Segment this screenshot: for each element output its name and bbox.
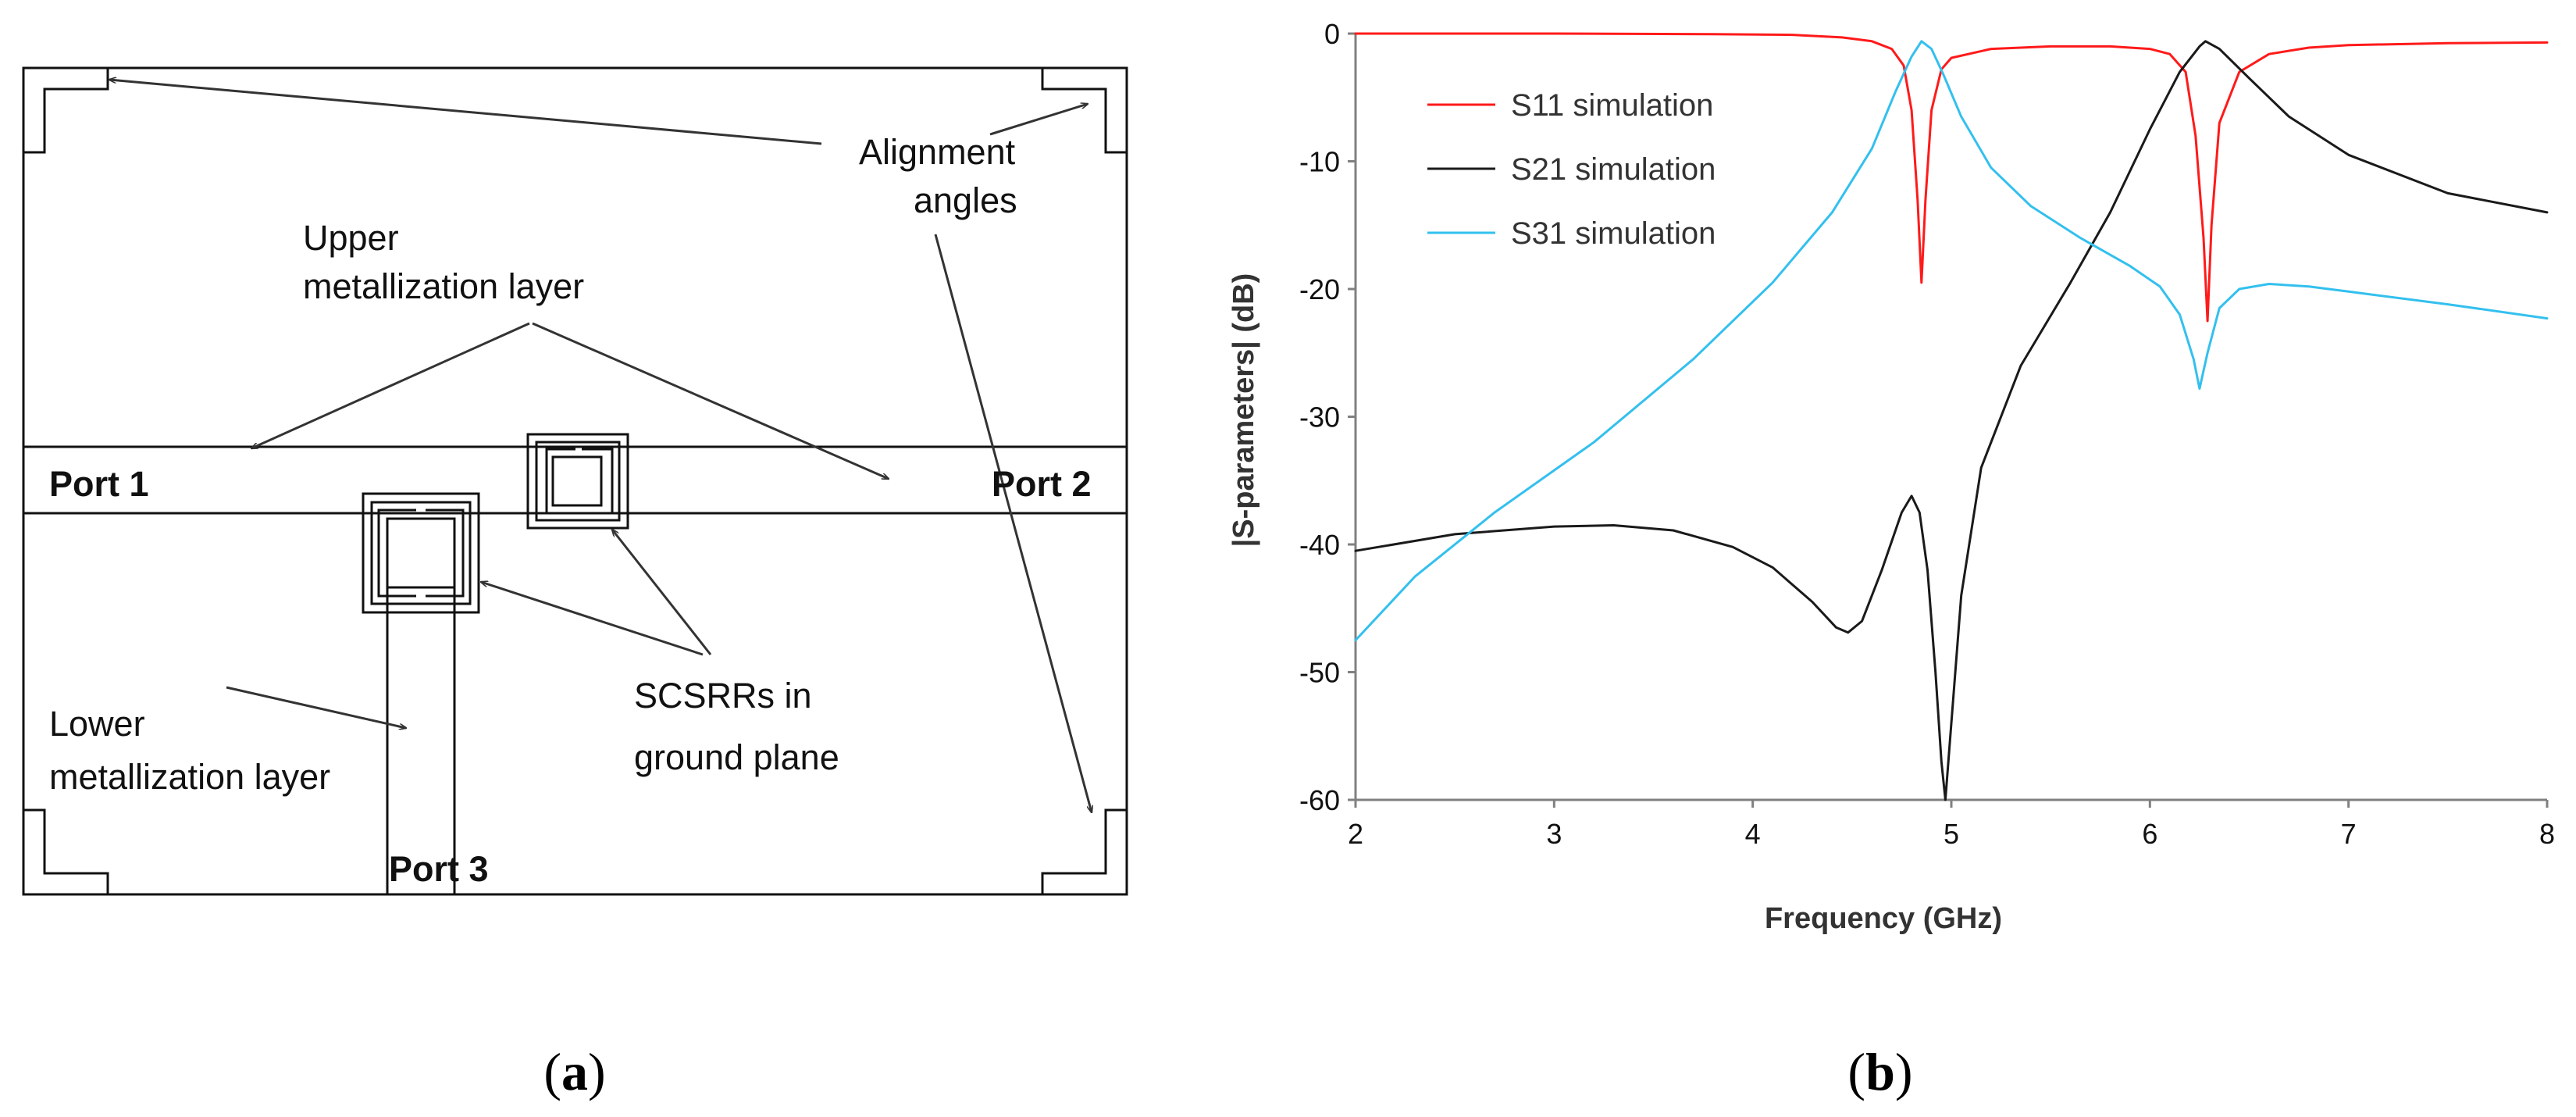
alignment-angle-bottom-left	[22, 808, 109, 896]
legend-label-s21: S21 simulation	[1511, 152, 1716, 187]
series-line-s21	[1354, 40, 2549, 801]
series-lines	[1354, 32, 2549, 801]
x-tick-label: 7	[2341, 818, 2357, 850]
alignment-angles-label-line2: angles	[914, 180, 1017, 220]
panel-a-layout-diagram: Alignment angles Upper metallization lay…	[22, 66, 1128, 1101]
y-axis-title: |S-parameters| (dB)	[1227, 273, 1260, 548]
x-axis-title: Frequency (GHz)	[1765, 902, 2002, 935]
arrow-alignment-top-left	[109, 80, 822, 145]
alignment-angle-top-left	[22, 66, 109, 154]
caption-b-close: )	[1895, 1042, 1913, 1101]
legend-label-s11: S11 simulation	[1511, 88, 1713, 123]
alignment-angle-bottom-right	[1041, 808, 1128, 896]
arrow-scsrr-lower	[481, 582, 704, 656]
legend-label-s31: S31 simulation	[1511, 216, 1716, 251]
upper-layer-label-line1: Upper	[303, 218, 399, 258]
port-3-label: Port 3	[389, 849, 489, 889]
lower-layer-label-line1: Lower	[49, 704, 145, 744]
arrow-upper-layer-right	[532, 322, 889, 480]
caption-b: (b)	[1847, 1042, 1912, 1101]
scsrr-label-line1: SCSRRs in	[634, 676, 812, 716]
caption-a-letter: a	[561, 1042, 588, 1101]
arrow-alignment-top-right	[989, 104, 1088, 136]
panel-b-chart: 0 -10 -20 -30 -40 -50 -60 2 3 4 5 6 7 8 S11 simulati…	[1227, 18, 2555, 1101]
x-tick-label: 3	[1546, 818, 1562, 850]
arrow-scsrr-upper	[612, 530, 712, 655]
caption-b-letter: b	[1865, 1042, 1895, 1101]
y-ticks: 0 -10 -20 -30 -40 -50 -60	[1299, 18, 1356, 816]
x-tick-label: 4	[1745, 818, 1761, 850]
arrow-upper-layer-left	[251, 322, 530, 450]
legend: S11 simulation S21 simulation S31 simulati…	[1427, 88, 1716, 251]
scsrr-label-line2: ground plane	[634, 737, 839, 777]
upper-layer-label-line2: metallization layer	[303, 266, 584, 306]
caption-b-open: (	[1847, 1042, 1865, 1101]
y-tick-label: -30	[1299, 401, 1340, 434]
lower-layer-label-line2: metallization layer	[49, 757, 330, 797]
x-tick-label: 6	[2142, 818, 2157, 850]
y-tick-label: -40	[1299, 529, 1340, 561]
alignment-angles-label-line1: Alignment	[859, 132, 1016, 172]
series-line-s11	[1354, 32, 2549, 323]
scsrr-resonator-upper	[526, 433, 629, 530]
substrate-outline	[22, 66, 1128, 896]
arrow-lower-layer	[226, 686, 406, 728]
series-line-s31	[1354, 40, 2549, 642]
y-tick-label: 0	[1324, 18, 1340, 50]
x-tick-label: 5	[1944, 818, 1959, 850]
y-tick-label: -60	[1299, 784, 1340, 816]
caption-a: (a)	[543, 1042, 605, 1101]
x-tick-label: 8	[2539, 818, 2555, 850]
caption-a-open: (	[543, 1042, 561, 1101]
y-tick-label: -10	[1299, 146, 1340, 178]
port-2-label: Port 2	[992, 464, 1092, 504]
alignment-angle-top-right	[1041, 66, 1128, 154]
y-tick-label: -20	[1299, 273, 1340, 305]
x-tick-label: 2	[1348, 818, 1363, 850]
arrow-alignment-bottom-right	[934, 234, 1092, 812]
port-1-label: Port 1	[49, 464, 149, 504]
caption-a-close: )	[588, 1042, 606, 1101]
y-tick-label: -50	[1299, 657, 1340, 689]
annotation-arrows	[109, 80, 1092, 812]
alignment-angle-marks	[22, 66, 1128, 896]
scsrr-resonator-lower	[362, 492, 480, 614]
x-ticks: 2 3 4 5 6 7 8	[1348, 800, 2555, 850]
